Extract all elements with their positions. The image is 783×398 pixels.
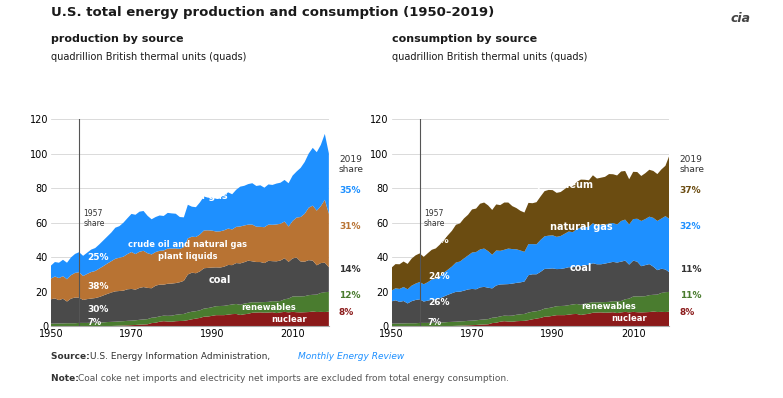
Text: Monthly Energy Review: Monthly Energy Review: [298, 352, 404, 361]
Text: cia: cia: [730, 12, 750, 25]
Text: 30%: 30%: [87, 304, 109, 314]
Text: 35%: 35%: [339, 185, 360, 195]
Text: 8%: 8%: [339, 308, 354, 317]
Text: 31%: 31%: [339, 222, 360, 231]
Text: nuclear: nuclear: [271, 315, 306, 324]
Text: U.S. Energy Information Administration,: U.S. Energy Information Administration,: [90, 352, 273, 361]
Text: natural gas: natural gas: [550, 222, 612, 232]
Text: 14%: 14%: [339, 265, 360, 274]
Text: 1957
share: 1957 share: [424, 209, 445, 228]
Text: 43%: 43%: [428, 236, 449, 245]
Text: petroleum: petroleum: [536, 180, 594, 190]
Text: natural gas: natural gas: [164, 191, 227, 201]
Text: consumption by source: consumption by source: [392, 34, 536, 44]
Text: 7%: 7%: [428, 318, 442, 326]
Text: 12%: 12%: [339, 291, 360, 300]
Text: 24%: 24%: [428, 272, 449, 281]
Text: 25%: 25%: [87, 253, 109, 262]
Text: 37%: 37%: [680, 185, 701, 195]
Text: quadrillion British thermal units (quads): quadrillion British thermal units (quads…: [51, 52, 247, 62]
Text: quadrillion British thermal units (quads): quadrillion British thermal units (quads…: [392, 52, 587, 62]
Text: 38%: 38%: [87, 282, 109, 291]
Text: 8%: 8%: [680, 308, 695, 317]
Text: nuclear: nuclear: [612, 314, 647, 323]
Text: 32%: 32%: [680, 222, 701, 231]
Text: U.S. total energy production and consumption (1950-2019): U.S. total energy production and consump…: [51, 6, 494, 19]
Text: 2019
share: 2019 share: [680, 154, 705, 174]
Text: 26%: 26%: [428, 298, 449, 307]
Text: coal: coal: [570, 263, 592, 273]
Text: renewables: renewables: [582, 302, 637, 311]
Text: 2019
share: 2019 share: [339, 154, 364, 174]
Text: Source:: Source:: [51, 352, 92, 361]
Text: coal: coal: [209, 275, 231, 285]
Text: 7%: 7%: [87, 318, 101, 326]
Text: 11%: 11%: [680, 291, 701, 300]
Text: Note:: Note:: [51, 374, 82, 383]
Text: 11%: 11%: [680, 265, 701, 274]
Text: 1957
share: 1957 share: [83, 209, 104, 228]
Text: renewables: renewables: [241, 303, 296, 312]
Text: Coal coke net imports and electricity net imports are excluded from total energy: Coal coke net imports and electricity ne…: [78, 374, 509, 383]
Text: production by source: production by source: [51, 34, 183, 44]
Text: crude oil and natural gas
plant liquids: crude oil and natural gas plant liquids: [128, 240, 247, 261]
